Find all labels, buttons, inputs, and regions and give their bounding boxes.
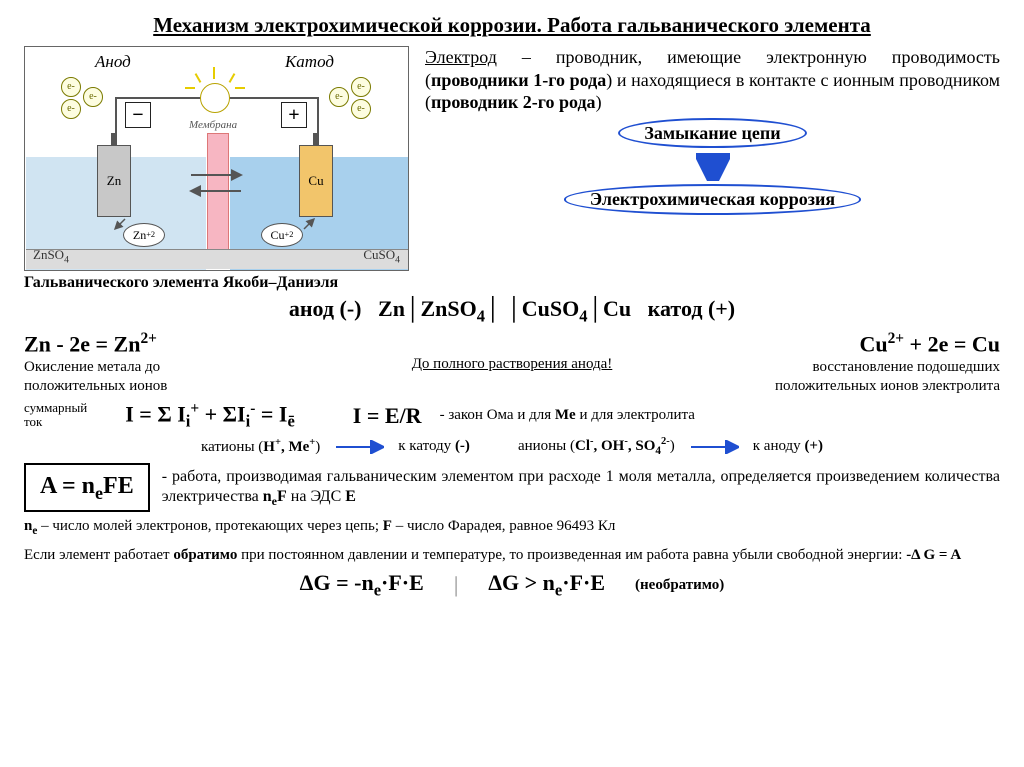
oval-circuit-closure: Замыкание цепи [618,118,806,149]
membrane-label: Мембрана [189,119,237,133]
down-arrow-icon [425,151,1000,181]
anions-label: анионы (Cl-, OH-, SO42-) [518,435,675,458]
ion-movement-row: катионы (H+, Me+) к катоду (-) анионы (C… [24,435,1000,458]
electron-icon: e- [61,99,81,119]
cations-label: катионы (H+, Me+) [201,436,320,457]
electron-icon: e- [329,87,349,107]
cathode-label: Катод [285,51,334,72]
electron-icon: e- [351,99,371,119]
anode-note: Окисление метала доположительных ионов [24,358,336,396]
to-cathode: к катоду (-) [398,437,470,456]
work-formula-row: A = neFE - работа, производимая гальвани… [24,463,1000,512]
page-title: Механизм электрохимической коррозии. Раб… [24,12,1000,38]
membrane-arrows [181,165,251,205]
ohm-law-eq: I = E/R [353,402,422,430]
zn-electrode: Zn [97,145,131,217]
cathode-reaction: Cu2+ + 2e = Cu [688,329,1000,358]
reversible-note: Если элемент работает обратимо при посто… [24,546,1000,565]
electron-icon: e- [351,77,371,97]
arrow-right-icon [689,436,739,456]
galvanic-cell-diagram: Анод Катод e- e- e- e- e- e- − + Мембран… [24,46,409,271]
electron-icon: e- [83,87,103,107]
cell-notation: анод (-) Zn│ZnSO4│ │CuSO4│Cu катод (+) [24,295,1000,327]
bulb-icon [200,83,230,113]
electrode-definition: Электрод – проводник, имеющие электронну… [425,46,1000,114]
irreversible-label: (необратимо) [635,576,724,595]
cathode-note: восстановление подошедшихположительных и… [688,358,1000,396]
diagram-caption: Гальванического элемента Якоби–Даниэля [24,273,1000,293]
cu-electrode: Cu [299,145,333,217]
sum-current-eq: I = Σ Ii+ + ΣIi- = Iē [125,399,295,432]
cuso4-label: CuSO4 [363,247,400,267]
electron-icon: e- [61,77,81,97]
gibbs-row: ΔG = -ne·F·E | ΔG > ne·F·E (необратимо) [24,569,1000,601]
gibbs-eq: ΔG = -ne·F·E [300,569,424,601]
electrode-definition-block: Электрод – проводник, имеющие электронну… [425,46,1000,271]
anode-label: Анод [95,51,131,72]
ohm-note: - закон Ома и для Me и для электролита [440,406,695,425]
anode-reaction: Zn - 2e = Zn2+ [24,329,336,358]
current-equation-row: суммарныйток I = Σ Ii+ + ΣIi- = Iē I = E… [24,399,1000,432]
gibbs-ineq: ΔG > ne·F·E [488,569,605,601]
top-row: Анод Катод e- e- e- e- e- e- − + Мембран… [24,46,1000,271]
arrow-right-icon [334,436,384,456]
minus-sign: − [125,102,151,128]
to-anode: к аноду (+) [753,437,823,456]
oval-electrochem-corrosion: Электрохимическая коррозия [564,184,861,215]
znso4-label: ZnSO4 [33,247,69,267]
mid-note: До полного растворения анода! [356,355,668,374]
work-formula-box: A = neFE [24,463,150,512]
half-reactions: Zn - 2e = Zn2+ Окисление метала доположи… [24,329,1000,395]
work-definition: - работа, производимая гальваническим эл… [162,467,1000,509]
sum-current-label: суммарныйток [24,401,87,430]
ne-definition: ne – число молей электронов, протекающих… [24,517,1000,538]
plus-sign: + [281,102,307,128]
